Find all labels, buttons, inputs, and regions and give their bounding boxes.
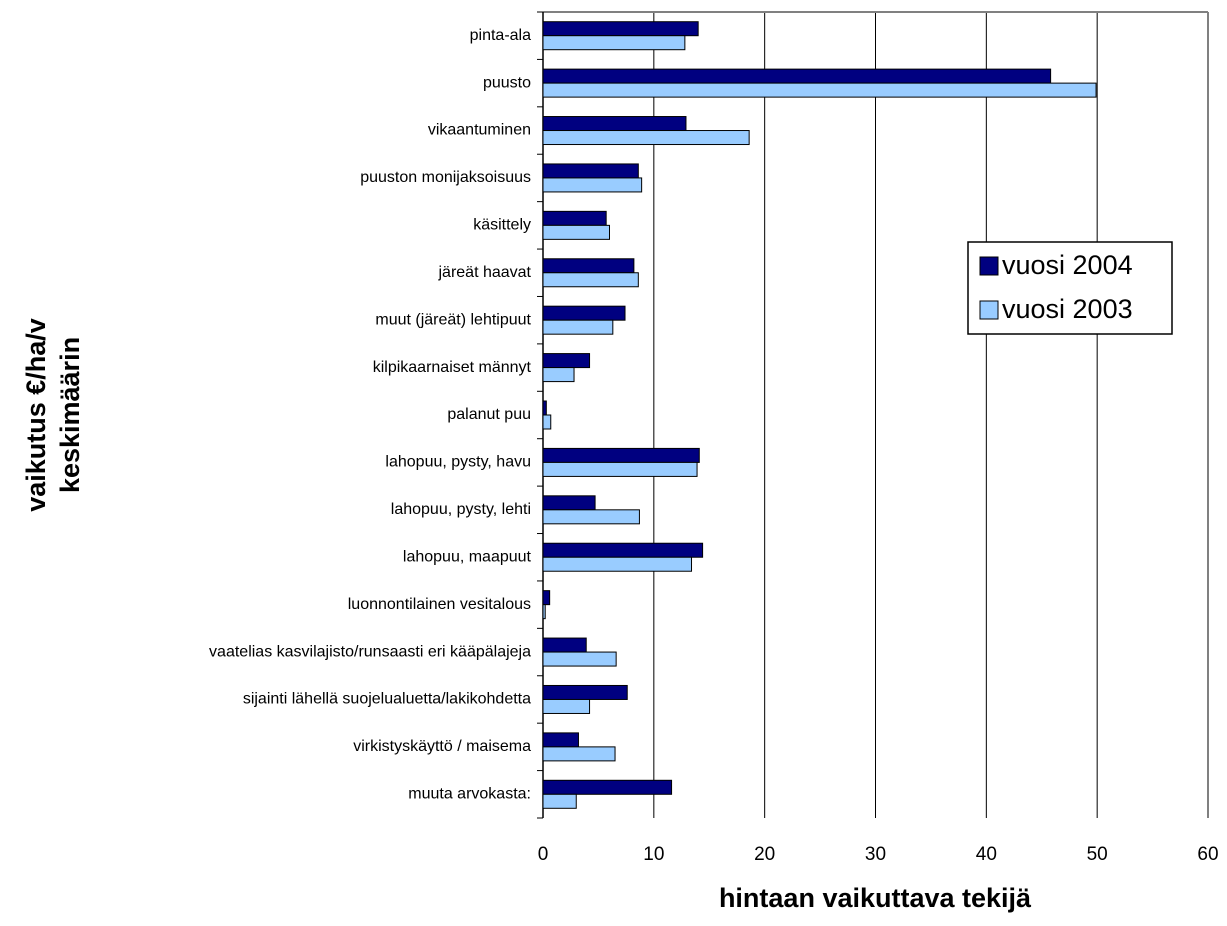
bar (542, 684, 628, 700)
y-axis-label: vaikutus €/ha/v (21, 318, 51, 512)
y-tick-label: puusto (483, 74, 531, 91)
bar (542, 590, 551, 606)
y-tick-label: käsittely (473, 217, 531, 234)
y-tick-label: lahopuu, pysty, havu (385, 454, 531, 471)
bar (542, 414, 552, 430)
bar (542, 130, 750, 146)
x-tick-label: 0 (538, 844, 549, 865)
legend-label: vuosi 2004 (1002, 250, 1133, 280)
legend-label: vuosi 2003 (1002, 294, 1133, 324)
bar (542, 746, 616, 762)
legend-swatch (979, 300, 999, 320)
bar (542, 177, 643, 193)
bar (542, 732, 579, 748)
legend-swatch (979, 256, 999, 276)
bar (542, 542, 704, 558)
bar (542, 461, 698, 477)
bar (542, 210, 607, 226)
y-tick-label: muut (järeät) lehtipuut (375, 311, 531, 328)
bar (542, 447, 700, 463)
y-tick-label: järeät haavat (437, 264, 531, 281)
bar (542, 400, 547, 416)
y-axis-label: keskimäärin (55, 337, 85, 493)
bar (542, 637, 587, 653)
bar (542, 319, 614, 335)
y-tick-label: pinta-ala (470, 27, 531, 44)
y-tick-label: sijainti lähellä suojelualuetta/lakikohd… (243, 691, 531, 708)
bar (542, 793, 577, 809)
bar (542, 82, 1097, 98)
bar (542, 698, 591, 714)
y-tick-label: virkistyskäyttö / maisema (353, 738, 531, 755)
bar (542, 495, 596, 511)
legend-box (967, 241, 1173, 335)
x-tick-label: 30 (865, 844, 886, 865)
bar (542, 509, 640, 525)
bar (542, 604, 546, 620)
bar (542, 224, 610, 240)
y-tick-label: muuta arvokasta: (408, 786, 531, 803)
bar (542, 21, 699, 37)
x-tick-label: 60 (1197, 844, 1218, 865)
y-tick-label: vikaantuminen (428, 122, 531, 139)
bar (542, 116, 687, 132)
x-tick-label: 50 (1087, 844, 1108, 865)
bar (542, 68, 1052, 84)
bar (542, 258, 635, 274)
y-tick-label: vaatelias kasvilajisto/runsaasti eri kää… (209, 643, 531, 660)
y-tick-label: puuston monijaksoisuus (360, 169, 531, 186)
y-tick-label: lahopuu, maapuut (403, 548, 532, 565)
bar (542, 305, 626, 321)
x-tick-label: 40 (976, 844, 997, 865)
bar (542, 556, 693, 572)
bar (542, 163, 639, 179)
y-tick-label: palanut puu (447, 406, 531, 423)
x-axis-label: hintaan vaikuttava tekijä (719, 883, 1032, 913)
bar (542, 35, 686, 51)
bar (542, 353, 591, 369)
bar (542, 367, 575, 383)
y-tick-label: lahopuu, pysty, lehti (391, 501, 531, 518)
bar (542, 651, 617, 667)
x-tick-label: 20 (754, 844, 775, 865)
bar (542, 272, 639, 288)
y-tick-label: luonnontilainen vesitalous (348, 596, 531, 613)
bar (542, 779, 673, 795)
x-tick-label: 10 (643, 844, 664, 865)
y-tick-label: kilpikaarnaiset männyt (373, 359, 532, 376)
